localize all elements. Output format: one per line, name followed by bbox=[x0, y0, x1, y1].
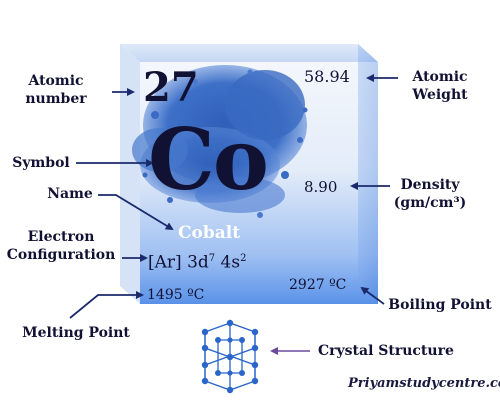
arrow-melting-point bbox=[69, 291, 144, 319]
melting-point-value: 1495 ºC bbox=[147, 287, 205, 303]
site-watermark: Priyamstudycentre.com bbox=[348, 376, 500, 391]
configuration-s: 4s bbox=[215, 252, 241, 273]
label-density-line1: Density bbox=[400, 177, 460, 193]
arrow-name bbox=[98, 194, 174, 231]
electron-configuration: [Ar] 3d7 4s2 bbox=[148, 248, 246, 274]
label-atomic-weight-line1: Atomic bbox=[412, 69, 468, 85]
label-atomic-number: Atomic number bbox=[10, 72, 102, 108]
configuration-d-exponent: 7 bbox=[208, 253, 216, 264]
element-name: Cobalt bbox=[178, 223, 241, 243]
cube-right-edge bbox=[358, 44, 378, 304]
element-symbol: Co bbox=[148, 110, 269, 209]
label-electron-line1: Electron bbox=[27, 229, 95, 245]
label-melting-point: Melting Point bbox=[22, 325, 130, 341]
label-electron-line2: Configuration bbox=[6, 247, 116, 263]
label-density-line2: (gm/cm³) bbox=[393, 195, 467, 211]
label-crystal-structure: Crystal Structure bbox=[318, 343, 454, 359]
label-name: Name bbox=[47, 186, 93, 202]
cobalt-powder-image bbox=[132, 65, 308, 218]
callout-arrows bbox=[69, 74, 398, 355]
label-atomic-number-line1: Atomic bbox=[28, 73, 84, 89]
cube-top-face bbox=[120, 44, 378, 62]
label-atomic-weight-line2: Weight bbox=[412, 87, 468, 103]
arrow-boiling-point bbox=[360, 286, 385, 305]
label-density: Density (gm/cm³) bbox=[382, 176, 478, 212]
label-atomic-number-line2: number bbox=[25, 91, 87, 107]
label-electron-configuration: Electron Configuration bbox=[0, 228, 122, 264]
cube-left-face bbox=[120, 44, 140, 304]
crystal-structure-icon bbox=[201, 319, 259, 394]
configuration-s-exponent: 2 bbox=[240, 253, 247, 264]
label-atomic-weight: Atomic Weight bbox=[400, 68, 480, 104]
configuration-core: [Ar] 3d bbox=[148, 252, 209, 273]
density-value: 8.90 bbox=[304, 178, 338, 196]
atomic-number-value: 27 bbox=[143, 64, 199, 111]
atomic-weight-value: 58.94 bbox=[304, 67, 350, 86]
boiling-point-value: 2927 ºC bbox=[289, 277, 347, 293]
label-boiling-point: Boiling Point bbox=[388, 297, 492, 313]
label-symbol: Symbol bbox=[12, 155, 70, 171]
